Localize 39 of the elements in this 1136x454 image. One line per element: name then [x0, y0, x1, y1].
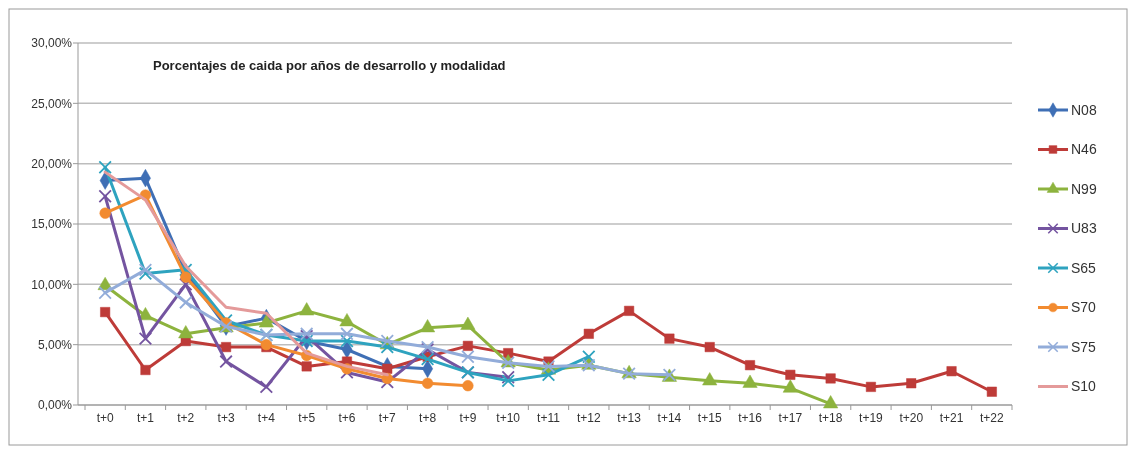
- x-tick-label: t+20: [899, 411, 924, 425]
- legend-label: N99: [1071, 180, 1097, 197]
- y-tick-label: 20,00%: [31, 156, 73, 171]
- x-tick-label: t+9: [459, 411, 477, 425]
- x-tick-label: t+22: [980, 411, 1005, 425]
- x-tick-label: t+6: [338, 411, 356, 425]
- x-tick-label: t+3: [217, 411, 235, 425]
- x-tick-label: t+12: [576, 411, 601, 425]
- x-tick-label: t+21: [939, 411, 964, 425]
- y-tick-label: 5,00%: [37, 337, 73, 352]
- x-tick-label: t+7: [378, 411, 397, 425]
- x-tick-label: t+0: [96, 411, 114, 425]
- x-tick-label: t+2: [177, 411, 195, 425]
- x-tick-label: t+18: [818, 411, 843, 425]
- legend-label: S70: [1071, 299, 1097, 316]
- x-tick-label: t+16: [738, 411, 763, 425]
- x-tick-label: t+19: [859, 411, 884, 425]
- legend-label: U83: [1071, 220, 1097, 237]
- legend-label: S75: [1071, 338, 1097, 355]
- y-tick-label: 10,00%: [31, 277, 73, 292]
- x-tick-label: t+1: [136, 411, 155, 425]
- x-tick-label: t+15: [697, 411, 722, 425]
- text: Porcentajes de caida por años de desarrollo y modalidad: [153, 58, 506, 73]
- x-tick-label: t+8: [419, 411, 437, 425]
- y-tick-label: 30,00%: [31, 36, 73, 51]
- x-tick-label: t+4: [257, 411, 276, 425]
- y-tick-label: 25,00%: [31, 96, 73, 111]
- legend-label: S65: [1071, 259, 1097, 276]
- x-tick-label: t+17: [778, 411, 803, 425]
- legend-label: N08: [1071, 101, 1097, 118]
- y-tick-label: 15,00%: [31, 217, 73, 232]
- x-tick-label: t+13: [617, 411, 642, 425]
- y-tick-label: 0,00%: [37, 398, 73, 413]
- x-tick-label: t+14: [657, 411, 682, 425]
- x-tick-label: t+5: [298, 411, 316, 425]
- legend-label: S10: [1071, 378, 1097, 395]
- x-tick-label: t+10: [496, 411, 521, 425]
- legend-label: N46: [1071, 141, 1097, 158]
- x-tick-label: t+11: [537, 411, 561, 425]
